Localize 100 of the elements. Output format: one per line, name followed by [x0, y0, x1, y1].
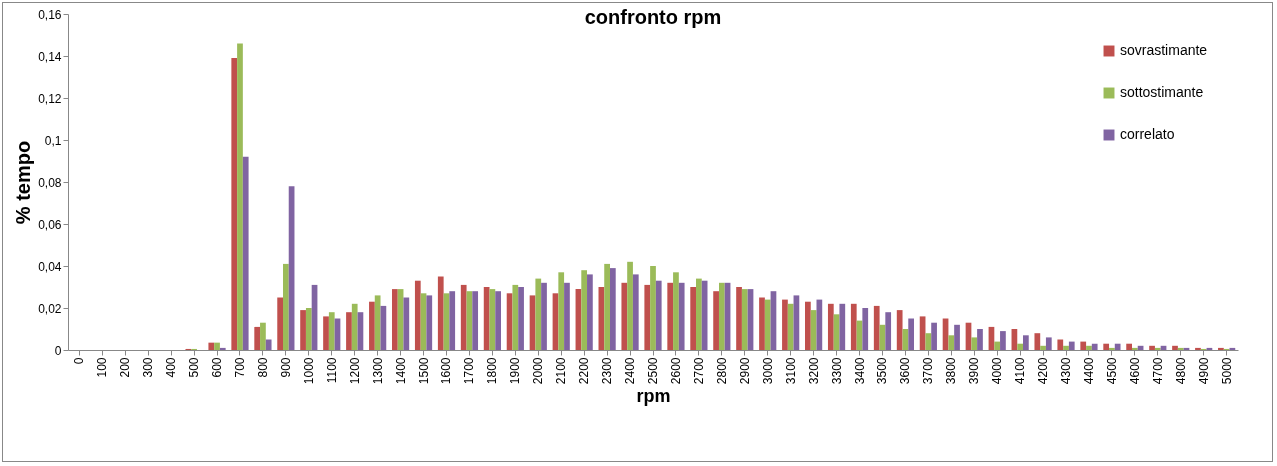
- bar: [414, 280, 421, 350]
- bar: [696, 278, 702, 350]
- x-tick-label: 2700: [691, 357, 706, 385]
- bar: [736, 287, 742, 350]
- bar: [632, 274, 639, 350]
- x-tick-label: 2600: [668, 357, 683, 385]
- y-tick-label: 0: [54, 343, 62, 358]
- x-tick-label: 3600: [898, 357, 913, 385]
- bar: [283, 263, 289, 350]
- bar: [541, 282, 547, 350]
- bar: [948, 335, 955, 350]
- legend-label: sottostimante: [1120, 84, 1204, 100]
- y-tick-label: 0,12: [38, 91, 62, 106]
- y-tick-label: 0,08: [38, 175, 62, 190]
- bar: [1040, 345, 1046, 350]
- bar: [1109, 347, 1115, 350]
- bar: [231, 58, 238, 350]
- x-tick-label: 2300: [600, 357, 615, 385]
- x-tick-label: 1600: [439, 357, 454, 385]
- bar: [277, 297, 283, 350]
- bar: [265, 339, 272, 350]
- x-tick-label: 3800: [944, 357, 959, 385]
- bar: [242, 156, 249, 350]
- bar: [673, 272, 679, 350]
- bar: [644, 284, 651, 350]
- bar: [873, 305, 880, 350]
- x-tick-label: 2500: [646, 357, 660, 385]
- bar: [1091, 343, 1098, 350]
- bar: [650, 266, 656, 350]
- y-tick-label: 0,02: [38, 301, 62, 316]
- bar: [403, 297, 410, 350]
- x-tick-label: 3200: [806, 357, 821, 385]
- bar: [323, 316, 329, 350]
- x-tick-label: 4900: [1196, 357, 1211, 385]
- y-axis-title: % tempo: [12, 140, 35, 225]
- bar: [587, 274, 593, 350]
- y-tick-label: 0,04: [38, 259, 62, 274]
- bar: [816, 299, 823, 350]
- bar: [690, 287, 697, 350]
- bar: [1086, 345, 1092, 350]
- x-tick-label: 4700: [1150, 357, 1165, 385]
- bar: [954, 324, 960, 350]
- x-tick-label: 4000: [990, 357, 1005, 385]
- bar: [627, 261, 633, 350]
- x-tick-label: 1700: [462, 357, 477, 385]
- bar: [1057, 339, 1064, 350]
- x-tick-label: 4200: [1036, 357, 1051, 385]
- bar: [564, 282, 570, 350]
- bar: [908, 318, 915, 350]
- x-tick-label: 800: [255, 357, 270, 378]
- bar: [1131, 347, 1138, 350]
- bar: [1080, 341, 1087, 350]
- bar: [1045, 337, 1052, 350]
- bar: [300, 310, 306, 350]
- x-tick-label: 2200: [577, 357, 592, 385]
- x-tick-label: 1200: [347, 357, 362, 385]
- x-tick-label: 4400: [1081, 357, 1096, 385]
- bar: [208, 342, 215, 350]
- bar: [535, 278, 542, 350]
- bar: [609, 268, 616, 350]
- x-tick-label: 3900: [967, 357, 982, 385]
- bar: [759, 297, 765, 350]
- x-tick-label: 2800: [714, 357, 729, 385]
- x-tick-label: 1400: [393, 357, 408, 385]
- x-tick-label: 100: [95, 357, 110, 378]
- bar: [581, 270, 588, 350]
- bar: [1063, 345, 1069, 350]
- bar: [1177, 347, 1184, 350]
- x-tick-label: 4600: [1127, 357, 1142, 385]
- x-tick-label: 0: [72, 357, 87, 365]
- legend-label: correlato: [1120, 126, 1175, 142]
- bar: [305, 308, 312, 350]
- x-tick-label: 4800: [1173, 357, 1188, 385]
- bar: [237, 43, 243, 350]
- bar: [713, 291, 719, 350]
- bar: [1149, 345, 1155, 350]
- bar: [369, 301, 375, 350]
- bar: [1034, 333, 1041, 350]
- bar: [764, 299, 771, 350]
- bar: [655, 280, 662, 350]
- bar: [827, 303, 834, 350]
- bar: [254, 326, 261, 350]
- x-tick-label: 1800: [485, 357, 500, 385]
- x-tick-label: 2400: [623, 357, 638, 385]
- bar: [862, 308, 869, 350]
- x-tick-label: 400: [164, 357, 179, 378]
- x-tick-label: 3500: [875, 357, 890, 385]
- x-tick-label: 3300: [829, 357, 844, 385]
- bar: [621, 282, 628, 350]
- x-tick-label: 3000: [760, 357, 775, 385]
- x-axis-title: rpm: [636, 386, 671, 407]
- x-tick-label: 2100: [554, 357, 569, 385]
- bar: [219, 347, 226, 350]
- bar: [558, 272, 565, 350]
- bar: [971, 337, 978, 350]
- x-tick-label: 2000: [531, 357, 546, 385]
- bar: [787, 303, 794, 350]
- bar: [925, 333, 932, 350]
- bar: [1154, 347, 1161, 350]
- bar: [994, 341, 1001, 350]
